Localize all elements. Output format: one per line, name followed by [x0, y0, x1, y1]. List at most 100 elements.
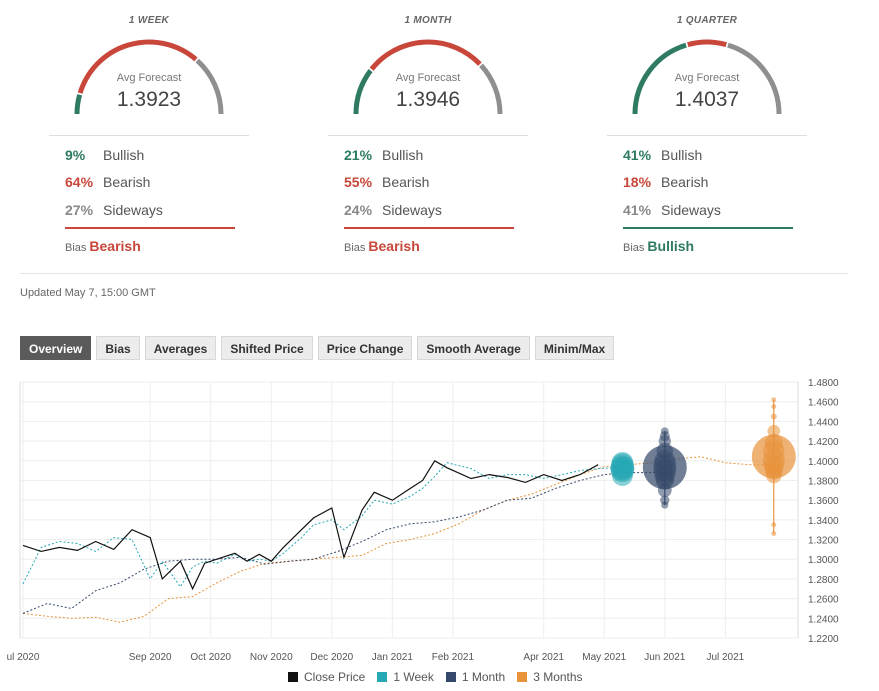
avg-forecast-label: Avg Forecast	[674, 72, 740, 84]
legend-item-close-price[interactable]: Close Price	[288, 670, 365, 684]
forecast-bubble-center	[613, 459, 632, 478]
updated-timestamp: Updated May 7, 15:00 GMT	[20, 287, 156, 299]
bullish-pct: 21%	[344, 147, 373, 163]
tab-shifted-price[interactable]: Shifted Price	[221, 336, 313, 360]
y-tick-label: 1.2600	[808, 595, 839, 606]
x-tick-label: Apr 2021	[523, 652, 564, 663]
bias-label: Bias	[344, 242, 366, 254]
legend-swatch	[517, 672, 528, 682]
x-tick-label: Feb 2021	[432, 652, 475, 663]
x-tick-label: Nov 2020	[250, 652, 293, 663]
bullish-row: 41% Bullish	[623, 147, 702, 163]
x-tick-label: Dec 2020	[310, 652, 353, 663]
sideways-row: 27% Sideways	[65, 202, 163, 218]
bias: Bias Bearish	[344, 238, 420, 254]
gauge-segment-sideways	[479, 63, 503, 115]
bearish-pct: 18%	[623, 174, 652, 190]
sideways-label: Sideways	[103, 202, 163, 218]
avg-forecast-value: 1.3946	[395, 88, 461, 111]
bullish-row: 9% Bullish	[65, 147, 144, 163]
bias: Bias Bullish	[623, 238, 694, 254]
sentiment-gauge	[74, 39, 224, 115]
section-divider	[20, 273, 848, 274]
bias-value: Bearish	[89, 238, 141, 254]
legend-label: 1 Week	[393, 670, 434, 684]
avg-forecast-value: 1.3923	[116, 88, 182, 111]
x-tick-label: May 2021	[582, 652, 626, 663]
bullish-label: Bullish	[661, 147, 703, 163]
bias-label: Bias	[65, 242, 87, 254]
y-tick-label: 1.3200	[808, 536, 839, 547]
forecast-bubble	[771, 531, 777, 537]
tab-overview[interactable]: Overview	[20, 336, 92, 360]
bias: Bias Bearish	[65, 238, 141, 254]
legend-swatch	[445, 672, 456, 682]
series-line-3-months	[22, 456, 774, 623]
forecast-bubble	[661, 501, 669, 509]
y-tick-label: 1.4000	[808, 457, 839, 468]
gauge-segment-sideways	[727, 42, 782, 115]
bullish-label: Bullish	[382, 147, 424, 163]
tab-minim-max[interactable]: Minim/Max	[534, 336, 615, 360]
sideways-label: Sideways	[661, 202, 721, 218]
card-period: 1 QUARTER	[676, 15, 738, 26]
gauge-segment-bearish	[687, 39, 727, 48]
gauge-segment-bullish	[353, 69, 373, 115]
legend-label: Close Price	[304, 670, 366, 684]
y-tick-label: 1.3400	[808, 516, 839, 527]
y-tick-label: 1.3600	[808, 496, 839, 507]
tab-price-change[interactable]: Price Change	[317, 336, 413, 360]
legend-label: 3 Months	[533, 670, 583, 684]
gauge-segment-bearish	[369, 39, 482, 71]
legend-item-1-week[interactable]: 1 Week	[377, 670, 434, 684]
card-divider	[328, 135, 528, 136]
forecast-bubble	[771, 397, 777, 403]
bias-value: Bullish	[647, 238, 695, 254]
forecast-chart: 1.4800 1.4600 1.4400 1.4200 1.4000 1.3800 1.36…	[7, 378, 839, 663]
legend-label: 1 Month	[461, 670, 506, 684]
chart-legend: Close Price 1 Week 1 Month 3 Months	[288, 670, 583, 684]
sideways-pct: 27%	[65, 202, 94, 218]
series-line-close-price	[22, 459, 599, 591]
bearish-label: Bearish	[103, 174, 151, 190]
bias-line	[344, 227, 514, 229]
y-tick-label: 1.3000	[808, 555, 839, 566]
sideways-row: 24% Sideways	[344, 202, 442, 218]
x-tick-label: Jul 2021	[706, 652, 744, 663]
gauge-segment-bullish	[632, 42, 687, 115]
forecast-bubble-center	[751, 434, 796, 479]
x-tick-label: ul 2020	[7, 652, 40, 663]
sideways-pct: 24%	[344, 202, 373, 218]
series-line-1-month	[22, 470, 665, 614]
tab-bias[interactable]: Bias	[96, 336, 140, 360]
y-tick-label: 1.4600	[808, 398, 839, 409]
bias-line	[65, 227, 235, 229]
legend-item-3-months[interactable]: 3 Months	[517, 670, 583, 684]
legend-item-1-month[interactable]: 1 Month	[445, 670, 506, 684]
legend-swatch	[377, 672, 388, 682]
chart-tabs: Overview Bias Averages Shifted Price Pri…	[20, 336, 615, 360]
y-tick-label: 1.4400	[808, 417, 839, 428]
bias-value: Bearish	[368, 238, 420, 254]
bearish-row: 55% Bearish	[344, 174, 429, 190]
gauge-segment-sideways	[195, 58, 224, 115]
sideways-row: 41% Sideways	[623, 202, 721, 218]
forecast-bubble	[771, 404, 777, 410]
bearish-pct: 64%	[65, 174, 94, 190]
bullish-row: 21% Bullish	[344, 147, 423, 163]
sentiment-gauge	[353, 39, 503, 115]
y-tick-label: 1.2200	[808, 634, 839, 645]
card-divider	[49, 135, 249, 136]
tab-smooth-average[interactable]: Smooth Average	[417, 336, 530, 360]
card-period: 1 MONTH	[404, 15, 452, 26]
gauge-segment-bearish	[77, 39, 198, 94]
tab-averages[interactable]: Averages	[144, 336, 217, 360]
y-tick-label: 1.2800	[808, 575, 839, 586]
bias-label: Bias	[623, 242, 645, 254]
forecast-bubble-center	[642, 445, 687, 490]
avg-forecast-label: Avg Forecast	[116, 72, 182, 84]
gauge-segment-bullish	[74, 94, 83, 115]
y-tick-label: 1.2400	[808, 614, 839, 625]
series-line-1-week	[22, 462, 617, 588]
legend-swatch	[288, 672, 298, 682]
